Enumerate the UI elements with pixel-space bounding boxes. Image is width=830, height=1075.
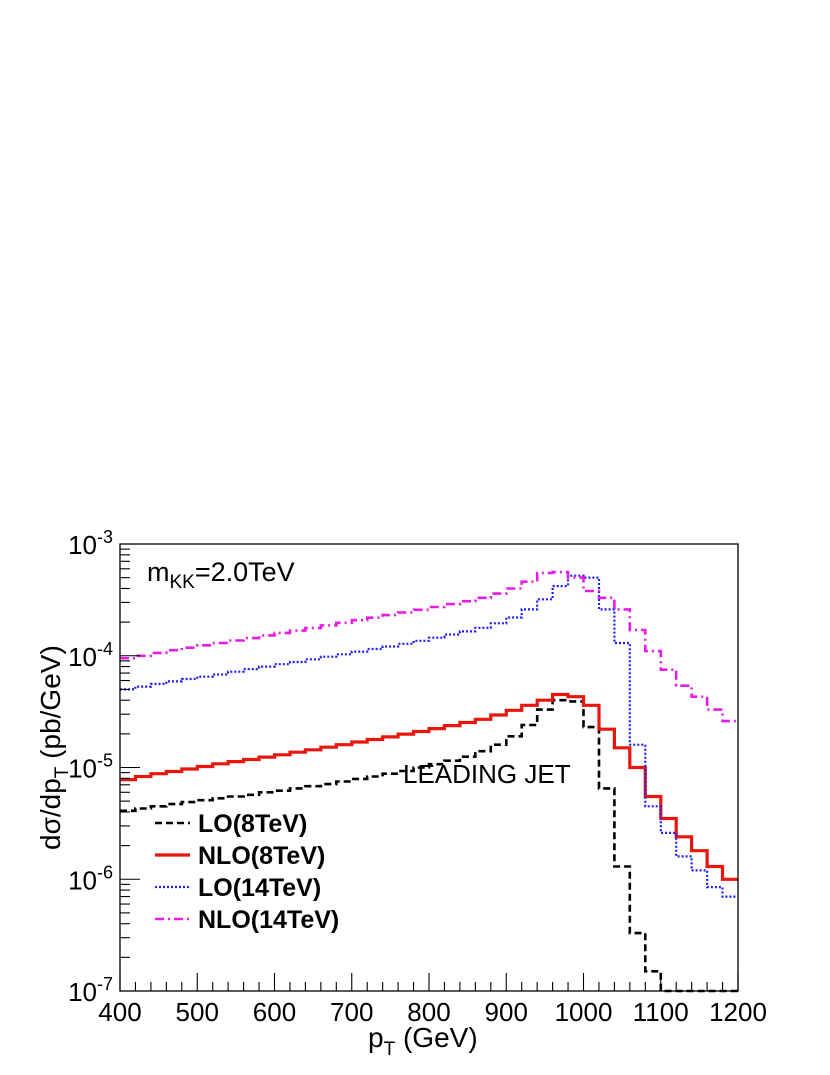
series-nlo-14tev (120, 570, 738, 723)
y-tick-label: 10-6 (68, 862, 113, 895)
legend-entry-nlo-8tev: NLO(8TeV) (155, 842, 325, 870)
x-tick-label: 1200 (709, 997, 767, 1027)
y-axis-title-pre: dσ/dp (35, 778, 66, 850)
legend-entry-lo-8tev: LO(8TeV) (155, 810, 307, 838)
tick-labels-layer: 400 500 600 700 800 900 1000 1100 1200 10-7 10-6 10… (68, 527, 767, 1027)
legend-entry-lo-14tev: LO(14TeV) (155, 874, 321, 902)
x-axis-title-main: p (368, 1022, 384, 1053)
y-axis-title-sub: T (52, 766, 73, 778)
x-tick-label: 1000 (555, 997, 613, 1027)
x-axis-title-rest: (GeV) (395, 1022, 477, 1053)
legend-entry-nlo-14tev: NLO(14TeV) (155, 906, 339, 934)
legend-label-lo-8tev: LO(8TeV) (198, 810, 307, 838)
series-lo-8tev (120, 698, 738, 993)
series-layer (120, 570, 738, 993)
x-axis-title: pT (GeV) (368, 1022, 478, 1060)
x-tick-label: 900 (485, 997, 528, 1027)
legend: LO(8TeV) NLO(8TeV) LO(14TeV) NLO(14TeV) (155, 810, 339, 934)
ticks-layer (119, 548, 739, 992)
region-annotation: LEADING JET (403, 759, 571, 789)
x-tick-label: 500 (176, 997, 219, 1027)
x-tick-label: 400 (98, 997, 141, 1027)
y-axis-title: dσ/dpT (pb/GeV) (35, 645, 73, 850)
y-axis-title-post: (pb/GeV) (35, 645, 66, 766)
series-nlo-8tev (120, 692, 738, 881)
mass-annotation: mKK=2.0TeV (147, 557, 295, 593)
x-tick-label: 1100 (633, 997, 689, 1027)
x-tick-label: 700 (330, 997, 373, 1027)
mass-annotation-main: m (147, 557, 170, 587)
x-tick-label: 800 (407, 997, 450, 1027)
y-tick-label: 10-4 (68, 639, 113, 672)
legend-label-nlo-8tev: NLO(8TeV) (198, 842, 325, 870)
mass-annotation-sub: KK (170, 572, 196, 593)
y-tick-label: 10-7 (68, 974, 113, 1007)
legend-label-nlo-14tev: NLO(14TeV) (198, 906, 339, 934)
x-axis-title-sub: T (384, 1039, 396, 1060)
x-tick-label: 600 (253, 997, 296, 1027)
y-tick-label: 10-5 (68, 751, 113, 784)
mass-annotation-rest: =2.0TeV (195, 557, 295, 587)
legend-label-lo-14tev: LO(14TeV) (198, 874, 321, 902)
y-tick-label: 10-3 (68, 527, 113, 560)
